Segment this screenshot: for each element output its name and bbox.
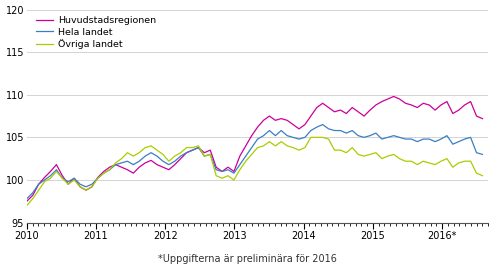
Övriga landet [254, 146, 260, 149]
Line: Övriga landet: Övriga landet [27, 137, 483, 206]
Huvudstadsregionen [219, 170, 225, 173]
Text: *Uppgifterna är preliminära för 2016: *Uppgifterna är preliminära för 2016 [158, 254, 336, 264]
Legend: Huvudstadsregionen, Hela landet, Övriga landet: Huvudstadsregionen, Hela landet, Övriga … [36, 16, 156, 49]
Hela landet [53, 168, 59, 171]
Hela landet [172, 160, 178, 163]
Line: Hela landet: Hela landet [27, 125, 483, 199]
Huvudstadsregionen [254, 126, 260, 129]
Övriga landet [308, 136, 314, 139]
Huvudstadsregionen [480, 117, 486, 120]
Övriga landet [24, 204, 30, 207]
Huvudstadsregionen [172, 163, 178, 166]
Hela landet [24, 197, 30, 200]
Hela landet [254, 138, 260, 141]
Övriga landet [219, 177, 225, 180]
Huvudstadsregionen [391, 95, 397, 98]
Övriga landet [355, 153, 361, 156]
Hela landet [219, 170, 225, 173]
Övriga landet [53, 170, 59, 173]
Hela landet [480, 153, 486, 156]
Hela landet [101, 171, 107, 175]
Hela landet [320, 123, 326, 126]
Hela landet [355, 134, 361, 137]
Huvudstadsregionen [349, 106, 355, 109]
Huvudstadsregionen [53, 163, 59, 166]
Övriga landet [172, 154, 178, 158]
Line: Huvudstadsregionen: Huvudstadsregionen [27, 96, 483, 201]
Huvudstadsregionen [101, 170, 107, 173]
Övriga landet [101, 171, 107, 175]
Övriga landet [480, 174, 486, 177]
Huvudstadsregionen [24, 200, 30, 203]
